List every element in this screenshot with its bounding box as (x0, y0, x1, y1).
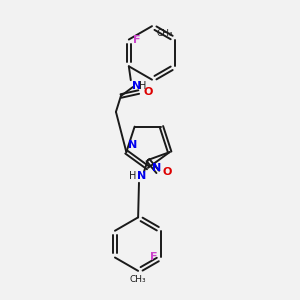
Text: H: H (139, 81, 146, 91)
Text: N: N (128, 140, 138, 150)
Text: H: H (129, 171, 136, 181)
Text: N: N (132, 81, 141, 91)
Text: CH₃: CH₃ (157, 28, 173, 38)
Text: N: N (152, 163, 161, 173)
Text: CH₃: CH₃ (130, 275, 146, 284)
Text: O: O (163, 167, 172, 177)
Text: F: F (150, 253, 157, 262)
Text: F: F (133, 34, 140, 44)
Text: O: O (144, 87, 153, 97)
Text: N: N (137, 171, 146, 181)
